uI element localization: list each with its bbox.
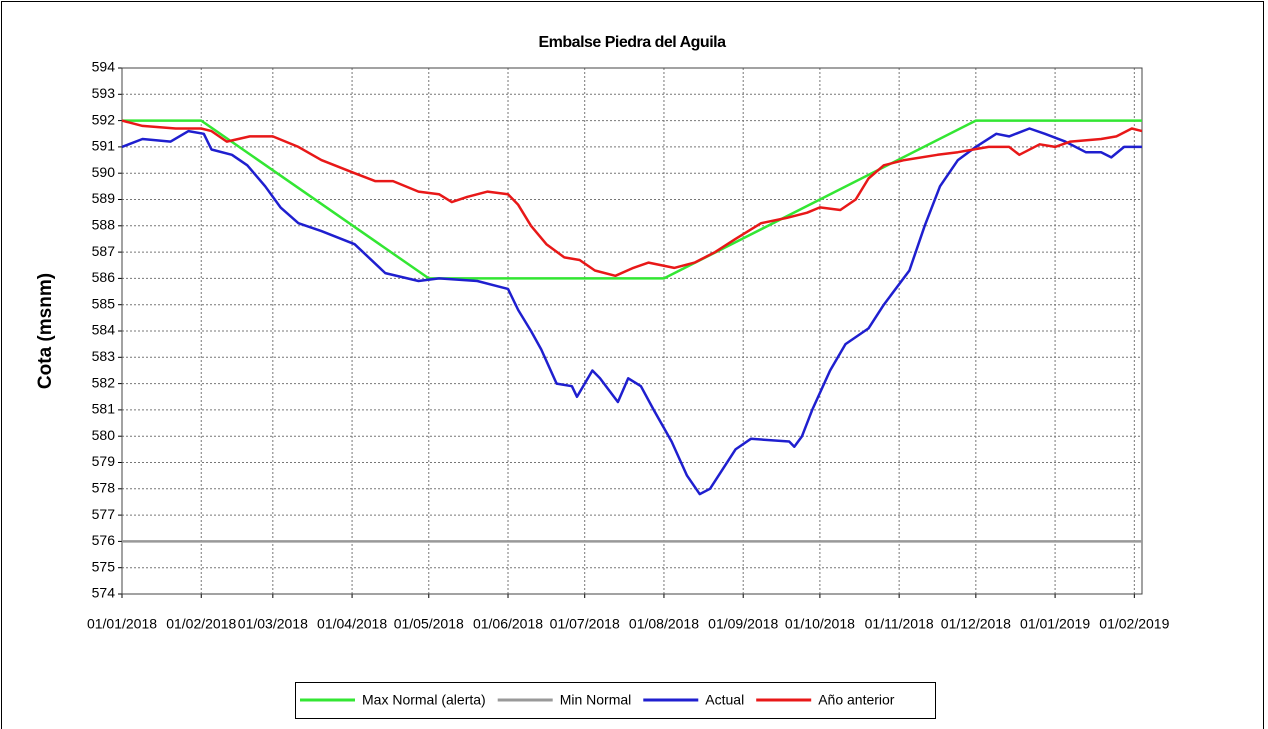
y-axis-label: Cota (msnm)	[35, 273, 56, 389]
x-tick-label: 01/02/2018	[166, 616, 236, 632]
x-tick-label: 01/04/2018	[317, 616, 387, 632]
x-tick-label: 01/11/2018	[865, 616, 934, 632]
chart-title: Embalse Piedra del Aguila	[539, 34, 727, 51]
legend-label: Actual	[705, 692, 744, 708]
y-tick-label: 592	[92, 111, 116, 127]
y-tick-label: 591	[92, 138, 116, 154]
y-tick-label: 580	[92, 427, 116, 443]
y-tick-label: 581	[92, 401, 116, 417]
y-tick-label: 574	[92, 585, 116, 601]
x-tick-label: 01/01/2018	[87, 616, 157, 632]
x-tick-label: 01/02/2019	[1099, 616, 1169, 632]
y-tick-label: 587	[92, 243, 116, 259]
x-tick-label: 01/06/2018	[473, 616, 543, 632]
x-tick-label: 01/05/2018	[394, 616, 464, 632]
y-tick-label: 589	[92, 190, 116, 206]
series-line	[122, 119, 1142, 280]
series-line	[121, 127, 1142, 496]
y-tick-label: 594	[92, 59, 116, 75]
y-tick-label: 590	[92, 164, 116, 180]
y-tick-label: 584	[92, 322, 116, 338]
series-line	[121, 119, 1143, 278]
y-tick-label: 586	[92, 269, 116, 285]
legend-label: Año anterior	[818, 692, 895, 708]
y-tick-label: 576	[92, 532, 116, 548]
y-tick-label: 588	[92, 217, 116, 233]
x-tick-label: 01/09/2018	[708, 616, 778, 632]
y-tick-label: 575	[92, 558, 116, 574]
y-tick-label: 578	[92, 480, 116, 496]
x-tick-label: 01/12/2018	[941, 616, 1011, 632]
x-tick-label: 01/07/2018	[550, 616, 620, 632]
y-tick-label: 579	[92, 453, 116, 469]
legend-label: Min Normal	[560, 692, 632, 708]
y-tick-label: 585	[92, 295, 116, 311]
x-tick-label: 01/03/2018	[238, 616, 308, 632]
x-tick-label: 01/01/2019	[1020, 616, 1090, 632]
y-tick-label: 582	[92, 374, 116, 390]
y-tick-label: 593	[92, 85, 116, 101]
legend-box	[295, 682, 936, 719]
y-tick-label: 577	[92, 506, 116, 522]
legend-label: Max Normal (alerta)	[362, 692, 486, 708]
x-tick-label: 01/10/2018	[785, 616, 855, 632]
x-tick-label: 01/08/2018	[629, 616, 699, 632]
plot-border	[121, 67, 1143, 595]
y-tick-label: 583	[92, 348, 116, 364]
